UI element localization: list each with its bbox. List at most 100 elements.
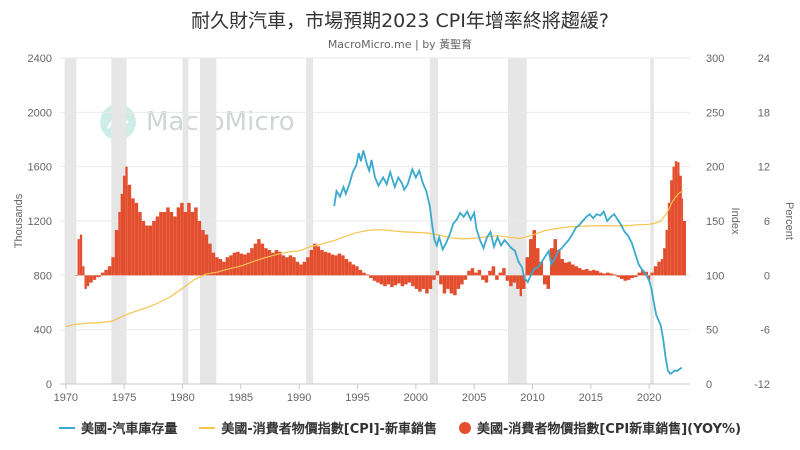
yoy-bar — [425, 275, 429, 294]
yoy-bar — [131, 198, 135, 276]
x-tick-label: 2005 — [462, 392, 486, 404]
yoy-bar — [560, 259, 564, 276]
yoy-bar — [683, 221, 686, 276]
yoy-bar — [348, 261, 352, 276]
yoy-bar — [197, 221, 202, 276]
legend-label-cpi-yoy: 美國-消費者物價指數[CPI新車銷售](YOY%) — [476, 422, 742, 437]
yoy-bar — [623, 275, 627, 281]
yoy-bar — [463, 275, 468, 280]
yoy-bar — [418, 275, 422, 292]
yoy-bar — [169, 211, 174, 276]
legend: 美國-汽車庫存量 美國-消費者物價指數[CPI]-新車銷售 美國-消費者物價指數… — [0, 418, 800, 437]
yoy-bar — [306, 257, 310, 276]
yoy-bar — [316, 246, 321, 276]
yoy-bar — [134, 202, 139, 276]
yoy-bar — [84, 275, 87, 289]
y-left-tick-label: 0 — [46, 379, 52, 391]
yoy-bar — [634, 275, 638, 278]
yoy-bar — [616, 275, 620, 278]
yoy-bar — [648, 275, 651, 280]
yoy-bar — [229, 255, 233, 276]
x-tick-label: 2015 — [579, 392, 603, 404]
yoy-bar — [383, 275, 387, 287]
yoy-bar — [145, 225, 149, 276]
yoy-bar — [512, 275, 517, 283]
yoy-bar — [278, 251, 282, 276]
yoy-bar — [89, 275, 93, 283]
yoy-bar — [400, 275, 405, 287]
yoy-bar — [334, 255, 338, 276]
yoy-bar — [588, 270, 592, 276]
yoy-bar — [630, 275, 634, 279]
yoy-bar — [376, 275, 380, 283]
yoy-bar — [606, 272, 610, 276]
yoy-bar — [141, 221, 146, 276]
yoy-bar — [114, 230, 119, 276]
yoy-bar — [344, 259, 349, 276]
yoy-bar — [155, 216, 160, 276]
yoy-bar — [609, 273, 613, 276]
yoy-bar — [446, 275, 450, 289]
yoy-bar — [557, 249, 561, 276]
yoy-bar — [386, 275, 391, 285]
yoy-bar — [677, 162, 680, 276]
yoy-bar — [536, 248, 540, 276]
yoy-bar — [194, 207, 198, 276]
y-left-tick-label: 2000 — [28, 107, 52, 119]
legend-item-inventory[interactable]: 美國-汽車庫存量 — [58, 418, 177, 437]
yoy-bar — [620, 275, 624, 279]
yoy-bar — [653, 266, 658, 276]
y-left-tick-label: 400 — [34, 325, 52, 337]
yoy-bar — [592, 269, 596, 276]
yoy-bar — [159, 211, 163, 276]
yoy-bar — [650, 272, 654, 276]
legend-item-cpi-yoy[interactable]: 美國-消費者物價指數[CPI新車銷售](YOY%) — [458, 418, 742, 437]
yoy-bar — [166, 207, 170, 276]
yoy-bar — [470, 268, 475, 276]
yoy-bar — [211, 252, 216, 276]
yoy-bar — [355, 266, 359, 276]
yoy-bar — [449, 275, 454, 294]
y-right1-tick-label: 250 — [706, 107, 724, 119]
yoy-bar — [519, 275, 522, 297]
yoy-bar — [546, 275, 550, 289]
yoy-bar — [180, 202, 184, 276]
yoy-bar — [379, 275, 384, 285]
yoy-bar — [107, 266, 112, 276]
yoy-bar — [672, 166, 675, 276]
yoy-bar — [477, 269, 482, 276]
yoy-bar — [239, 253, 244, 276]
yoy-bar — [637, 272, 641, 276]
yoy-bar — [183, 211, 188, 276]
yoy-bar — [292, 257, 296, 276]
yoy-bar — [104, 269, 108, 276]
yoy-bar — [414, 275, 419, 289]
yoy-bar — [176, 207, 181, 276]
yoy-bar — [222, 261, 226, 276]
x-tick-label: 1985 — [229, 392, 253, 404]
yoy-bar — [246, 252, 251, 276]
x-tick-label: 2020 — [637, 392, 661, 404]
yoy-bar — [495, 275, 499, 280]
yoy-bar — [428, 275, 433, 289]
yoy-bar — [516, 275, 520, 289]
yoy-bar — [567, 261, 571, 276]
y-right2-tick-label: 0 — [764, 270, 770, 282]
yoy-bar — [674, 161, 678, 276]
yoy-bar — [502, 268, 506, 276]
yoy-bar — [320, 249, 324, 276]
yoy-bar — [564, 262, 568, 276]
yoy-bar — [670, 180, 673, 276]
x-tick-label: 2010 — [520, 392, 544, 404]
y-right1-tick-label: 200 — [706, 162, 724, 174]
yoy-bar — [341, 255, 345, 276]
yoy-bar — [77, 239, 80, 276]
yoy-bar — [82, 266, 85, 276]
y-left-tick-label: 800 — [34, 270, 52, 282]
yoy-bar — [657, 261, 661, 276]
yoy-bar — [442, 275, 447, 294]
y-right2-tick-label: 6 — [764, 216, 770, 228]
yoy-bar — [313, 243, 317, 276]
yoy-bar — [309, 249, 314, 276]
legend-item-cpi[interactable]: 美國-消費者物價指數[CPI]-新車銷售 — [199, 418, 437, 437]
